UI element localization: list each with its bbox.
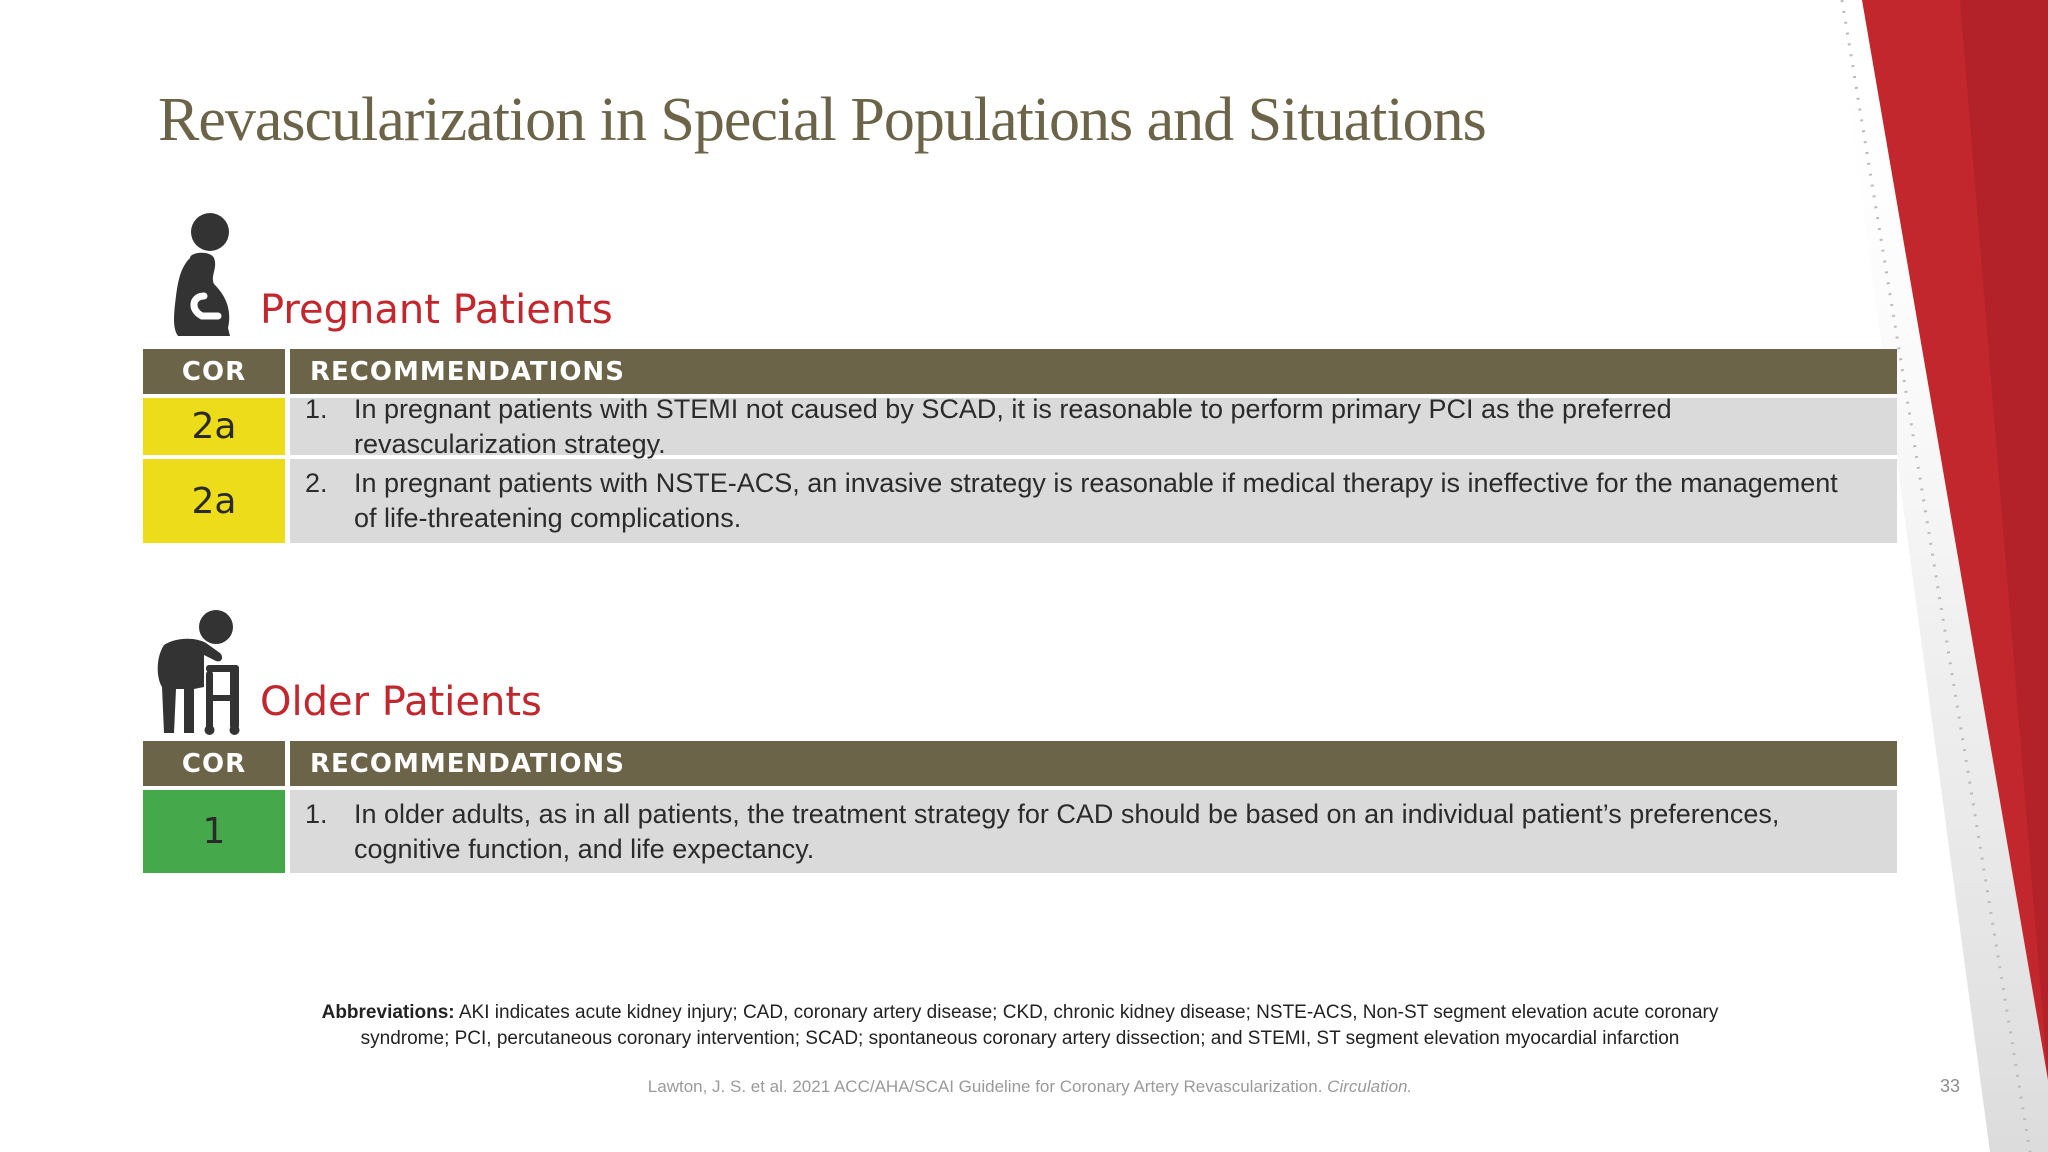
abbreviations-text: AKI indicates acute kidney injury; CAD, … bbox=[360, 1002, 1719, 1049]
cor-header: COR bbox=[143, 349, 285, 394]
elderly-walker-icon bbox=[157, 610, 240, 735]
cor-header: COR bbox=[143, 741, 285, 786]
recommendation-number: 1. bbox=[305, 393, 328, 424]
cor-value: 2a bbox=[191, 406, 237, 447]
abbreviations-note: Abbreviations: AKI indicates acute kidne… bbox=[300, 1000, 1740, 1052]
table-header: COR RECOMMENDATIONS bbox=[143, 349, 1897, 394]
table-row: 2a 1. In pregnant patients with STEMI no… bbox=[143, 394, 1897, 459]
cor-badge: 1 bbox=[143, 790, 285, 873]
recommendation-cell: 2. In pregnant patients with NSTE-ACS, a… bbox=[290, 459, 1897, 543]
cor-badge: 2a bbox=[143, 398, 285, 455]
recommendation-cell: 1. In older adults, as in all patients, … bbox=[290, 790, 1897, 873]
abbreviations-label: Abbreviations: bbox=[321, 1002, 455, 1023]
recommendation-text: In pregnant patients with STEMI not caus… bbox=[354, 393, 1672, 459]
table-row: 2a 2. In pregnant patients with NSTE-ACS… bbox=[143, 459, 1897, 543]
recommendation-text: In older adults, as in all patients, the… bbox=[354, 798, 1780, 864]
section-title-older: Older Patients bbox=[260, 679, 542, 725]
recommendation-cell: 1. In pregnant patients with STEMI not c… bbox=[290, 394, 1897, 459]
section-title-pregnant: Pregnant Patients bbox=[260, 287, 613, 333]
slide-title: Revascularization in Special Populations… bbox=[158, 86, 1487, 154]
cor-value: 1 bbox=[202, 811, 226, 852]
citation-text: Lawton, J. S. et al. 2021 ACC/AHA/SCAI G… bbox=[647, 1077, 1323, 1096]
recommendations-header: RECOMMENDATIONS bbox=[290, 741, 1897, 786]
recommendations-table-pregnant: COR RECOMMENDATIONS 2a 1. In pregnant pa… bbox=[143, 349, 1897, 543]
table-row: 1 1. In older adults, as in all patients… bbox=[143, 790, 1897, 873]
pregnant-woman-icon bbox=[174, 213, 230, 336]
recommendations-table-older: COR RECOMMENDATIONS 1 1. In older adults… bbox=[143, 741, 1897, 873]
recommendation-text: In pregnant patients with NSTE-ACS, an i… bbox=[354, 468, 1838, 533]
recommendation-number: 2. bbox=[305, 468, 328, 498]
citation: Lawton, J. S. et al. 2021 ACC/AHA/SCAI G… bbox=[400, 1077, 1660, 1097]
cor-value: 2a bbox=[191, 480, 237, 522]
cor-badge: 2a bbox=[143, 459, 285, 543]
citation-journal: Circulation. bbox=[1327, 1077, 1413, 1096]
recommendation-number: 1. bbox=[305, 798, 328, 829]
table-header: COR RECOMMENDATIONS bbox=[143, 741, 1897, 786]
recommendations-header: RECOMMENDATIONS bbox=[290, 349, 1897, 394]
page-number: 33 bbox=[1939, 1076, 1960, 1096]
